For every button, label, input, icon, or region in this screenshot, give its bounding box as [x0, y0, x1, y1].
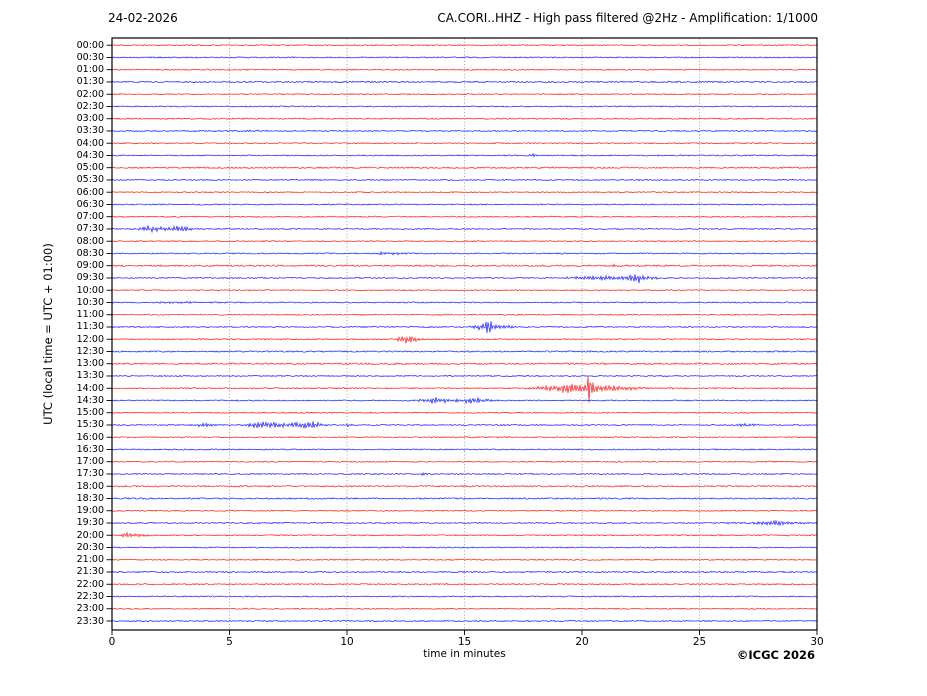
x-tick-label-20: 20 — [575, 636, 589, 648]
x-tick-label-25: 25 — [692, 636, 707, 648]
trace-row-02:00 — [112, 93, 817, 96]
x-tick-label-0: 0 — [108, 636, 116, 648]
trace-row-01:30 — [112, 80, 817, 84]
trace-row-10:30 — [112, 300, 817, 305]
trace-row-13:00 — [112, 362, 817, 366]
trace-row-19:00 — [112, 509, 817, 512]
x-tick-label-5: 5 — [226, 636, 233, 648]
y-tick-label-14:00: 14:00 — [76, 382, 104, 394]
trace-row-03:30 — [112, 129, 817, 133]
trace-row-05:00 — [112, 166, 817, 170]
y-tick-label-21:00: 21:00 — [76, 554, 104, 566]
y-tick-label-23:30: 23:30 — [76, 615, 104, 627]
y-tick-label-19:30: 19:30 — [76, 517, 104, 529]
y-tick-label-14:30: 14:30 — [76, 394, 104, 406]
y-tick-label-01:30: 01:30 — [76, 76, 104, 88]
trace-row-15:00 — [112, 411, 817, 414]
y-tick-label-16:30: 16:30 — [76, 443, 104, 455]
y-tick-label-12:00: 12:00 — [76, 333, 104, 345]
y-tick-label-04:00: 04:00 — [76, 137, 104, 149]
trace-row-06:30 — [112, 203, 817, 206]
trace-row-12:30 — [112, 350, 817, 353]
trace-row-18:30 — [112, 497, 817, 500]
y-tick-label-23:00: 23:00 — [76, 603, 104, 615]
y-tick-label-20:00: 20:00 — [76, 529, 104, 541]
y-tick-label-05:00: 05:00 — [76, 162, 104, 174]
y-tick-label-01:00: 01:00 — [76, 64, 104, 76]
y-tick-label-16:00: 16:00 — [76, 431, 104, 443]
trace-row-07:00 — [112, 215, 817, 218]
y-tick-label-03:00: 03:00 — [76, 113, 104, 125]
y-tick-label-17:30: 17:30 — [76, 468, 104, 480]
y-tick-label-02:30: 02:30 — [76, 100, 104, 112]
y-tick-label-13:00: 13:00 — [76, 358, 104, 370]
trace-row-10:00 — [112, 289, 817, 292]
x-axis-label: time in minutes — [423, 648, 506, 660]
y-tick-label-20:30: 20:30 — [76, 541, 104, 553]
y-tick-label-09:00: 09:00 — [76, 260, 104, 272]
trace-row-21:00 — [112, 558, 817, 561]
plot-title: CA.CORI..HHZ - High pass filtered @2Hz -… — [437, 11, 818, 25]
y-tick-label-03:30: 03:30 — [76, 125, 104, 137]
y-tick-label-15:00: 15:00 — [76, 407, 104, 419]
trace-row-15:30 — [112, 421, 817, 429]
y-tick-label-07:30: 07:30 — [76, 223, 104, 235]
y-tick-label-06:30: 06:30 — [76, 198, 104, 210]
trace-row-21:30 — [112, 570, 817, 574]
y-tick-label-10:30: 10:30 — [76, 296, 104, 308]
y-tick-label-17:00: 17:00 — [76, 456, 104, 468]
trace-row-16:30 — [112, 448, 817, 451]
y-tick-label-11:00: 11:00 — [76, 309, 104, 321]
trace-row-19:30 — [112, 519, 817, 527]
trace-row-08:00 — [112, 240, 817, 243]
plot-date: 24-02-2026 — [108, 11, 178, 25]
y-tick-label-00:30: 00:30 — [76, 51, 104, 63]
x-tick-label-15: 15 — [457, 636, 472, 648]
y-tick-label-10:00: 10:00 — [76, 284, 104, 296]
copyright-text: ©ICGC 2026 — [736, 648, 815, 662]
x-tick-label-30: 30 — [810, 636, 824, 648]
y-tick-label-12:30: 12:30 — [76, 345, 104, 357]
trace-row-07:30 — [112, 225, 817, 234]
trace-row-14:00 — [112, 376, 817, 403]
trace-row-09:30 — [112, 273, 817, 284]
y-tick-label-05:30: 05:30 — [76, 174, 104, 186]
x-tick-label-10: 10 — [340, 636, 354, 648]
trace-row-13:30 — [112, 374, 817, 378]
trace-row-04:30 — [112, 152, 817, 158]
y-tick-label-18:30: 18:30 — [76, 492, 104, 504]
y-tick-label-18:00: 18:00 — [76, 480, 104, 492]
y-tick-label-13:30: 13:30 — [76, 370, 104, 382]
y-tick-label-06:00: 06:00 — [76, 186, 104, 198]
y-tick-label-21:30: 21:30 — [76, 566, 104, 578]
y-tick-label-04:30: 04:30 — [76, 149, 104, 161]
trace-row-16:00 — [112, 436, 817, 439]
y-tick-label-02:00: 02:00 — [76, 88, 104, 100]
y-tick-label-08:00: 08:00 — [76, 235, 104, 247]
y-tick-label-00:00: 00:00 — [76, 39, 104, 51]
y-tick-label-15:30: 15:30 — [76, 419, 104, 431]
trace-row-01:00 — [112, 68, 817, 71]
trace-row-04:00 — [112, 142, 817, 145]
y-tick-label-19:00: 19:00 — [76, 505, 104, 517]
y-tick-label-11:30: 11:30 — [76, 321, 104, 333]
y-tick-label-09:30: 09:30 — [76, 272, 104, 284]
y-tick-label-22:00: 22:00 — [76, 578, 104, 590]
trace-row-22:00 — [112, 582, 817, 586]
y-tick-label-22:30: 22:30 — [76, 590, 104, 602]
y-tick-label-07:00: 07:00 — [76, 211, 104, 223]
y-tick-label-08:30: 08:30 — [76, 247, 104, 259]
